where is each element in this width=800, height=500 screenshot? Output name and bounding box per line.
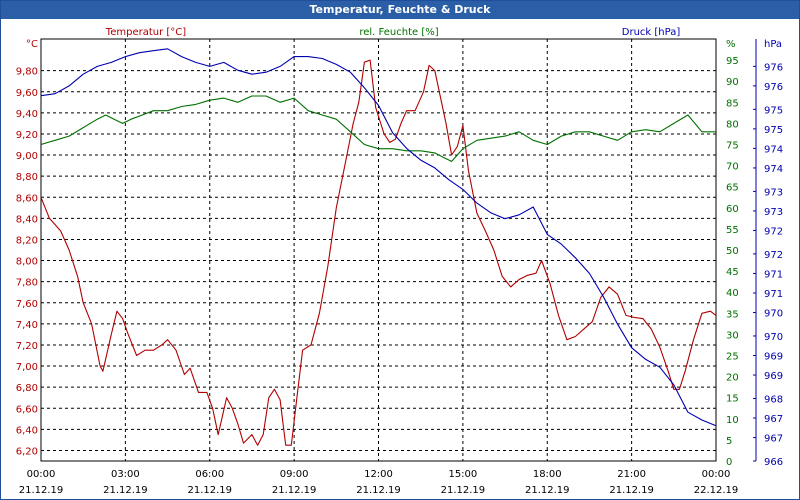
- pressure-tick-label: 967: [764, 434, 783, 445]
- humidity-tick-label: 25: [726, 352, 739, 363]
- x-tick-date: 21.12.19: [19, 485, 64, 496]
- temperature-tick-label: 6,80: [16, 383, 38, 394]
- temperature-tick-label: 9,20: [16, 130, 38, 141]
- humidity-tick-label: 30: [726, 330, 739, 341]
- temperature-tick-label: 8,20: [16, 235, 38, 246]
- humidity-tick-label: 60: [726, 204, 739, 215]
- humidity-unit-label: %: [726, 39, 736, 50]
- pressure-tick-label: 971: [764, 289, 783, 300]
- pressure-axis-title: Druck [hPa]: [622, 27, 681, 38]
- x-tick-date: 21.12.19: [187, 485, 232, 496]
- temperature-series-line: [40, 59, 717, 446]
- humidity-tick-label: 15: [726, 394, 739, 405]
- pressure-tick-label: 972: [764, 226, 783, 237]
- pressure-tick-label: 975: [764, 125, 783, 136]
- temperature-tick-label: 7,80: [16, 278, 38, 289]
- pressure-tick-label: 973: [764, 187, 783, 198]
- pressure-tick-label: 976: [764, 62, 783, 73]
- humidity-tick-label: 5: [726, 436, 732, 447]
- temperature-tick-label: 8,00: [16, 257, 38, 268]
- humidity-tick-label: 65: [726, 183, 739, 194]
- pressure-tick-label: 970: [764, 309, 783, 320]
- humidity-tick-label: 35: [726, 309, 739, 320]
- x-tick-time: 06:00: [195, 469, 224, 480]
- humidity-tick-label: 10: [726, 415, 739, 426]
- temperature-tick-label: 9,60: [16, 88, 38, 99]
- x-tick-time: 12:00: [364, 469, 393, 480]
- x-tick-date: 21.12.19: [272, 485, 317, 496]
- pressure-tick-label: 969: [764, 371, 783, 382]
- temperature-unit-label: °C: [26, 39, 38, 50]
- x-tick-time: 09:00: [280, 469, 309, 480]
- temperature-tick-label: 7,40: [16, 320, 38, 331]
- temperature-tick-label: 8,60: [16, 193, 38, 204]
- x-tick-time: 00:00: [27, 469, 56, 480]
- x-tick-time: 18:00: [533, 469, 562, 480]
- pressure-tick-label: 967: [764, 414, 783, 425]
- temperature-tick-label: 9,00: [16, 151, 38, 162]
- pressure-tick-label: 974: [764, 164, 783, 175]
- temperature-tick-label: 6,40: [16, 425, 38, 436]
- x-tick-date: 22.12.19: [694, 485, 739, 496]
- humidity-tick-label: 80: [726, 119, 739, 130]
- humidity-tick-label: 90: [726, 77, 739, 88]
- humidity-tick-label: 50: [726, 246, 739, 257]
- pressure-tick-label: 971: [764, 269, 783, 280]
- humidity-tick-label: 55: [726, 225, 739, 236]
- humidity-axis-title: rel. Feuchte [%]: [359, 27, 438, 38]
- humidity-tick-label: 70: [726, 162, 739, 173]
- x-tick-time: 15:00: [448, 469, 477, 480]
- x-tick-date: 21.12.19: [103, 485, 148, 496]
- pressure-tick-label: 970: [764, 332, 783, 343]
- temperature-tick-label: 9,80: [16, 67, 38, 78]
- pressure-unit-label: hPa: [764, 39, 782, 50]
- pressure-series-line: [40, 48, 717, 427]
- humidity-tick-label: 95: [726, 56, 739, 67]
- x-tick-date: 21.12.19: [441, 485, 486, 496]
- x-tick-time: 00:00: [702, 469, 731, 480]
- temperature-tick-label: 8,40: [16, 214, 38, 225]
- temperature-tick-label: 8,80: [16, 172, 38, 183]
- temperature-tick-label: 9,40: [16, 109, 38, 120]
- pressure-tick-label: 969: [764, 352, 783, 363]
- x-tick-date: 21.12.19: [356, 485, 401, 496]
- pressure-tick-label: 976: [764, 82, 783, 93]
- pressure-tick-label: 975: [764, 105, 783, 116]
- humidity-tick-label: 45: [726, 267, 739, 278]
- humidity-tick-label: 40: [726, 288, 739, 299]
- x-tick-date: 21.12.19: [525, 485, 570, 496]
- humidity-tick-label: 85: [726, 98, 739, 109]
- temperature-tick-label: 7,60: [16, 299, 38, 310]
- x-tick-date: 21.12.19: [609, 485, 654, 496]
- temperature-tick-label: 6,20: [16, 446, 38, 457]
- x-tick-time: 21:00: [617, 469, 646, 480]
- temperature-tick-label: 7,20: [16, 341, 38, 352]
- pressure-tick-label: 966: [764, 457, 783, 468]
- humidity-tick-label: 75: [726, 141, 739, 152]
- humidity-tick-label: 0: [726, 457, 732, 468]
- temperature-axis-title: Temperatur [°C]: [105, 27, 186, 38]
- temperature-tick-label: 7,00: [16, 362, 38, 373]
- x-tick-time: 03:00: [111, 469, 140, 480]
- humidity-series-line: [40, 95, 716, 162]
- humidity-tick-label: 20: [726, 373, 739, 384]
- pressure-tick-label: 972: [764, 250, 783, 261]
- pressure-tick-label: 968: [764, 394, 783, 405]
- window-title: Temperatur, Feuchte & Druck: [1, 1, 799, 19]
- pressure-tick-label: 974: [764, 144, 783, 155]
- pressure-tick-label: 973: [764, 207, 783, 218]
- temperature-tick-label: 6,60: [16, 404, 38, 415]
